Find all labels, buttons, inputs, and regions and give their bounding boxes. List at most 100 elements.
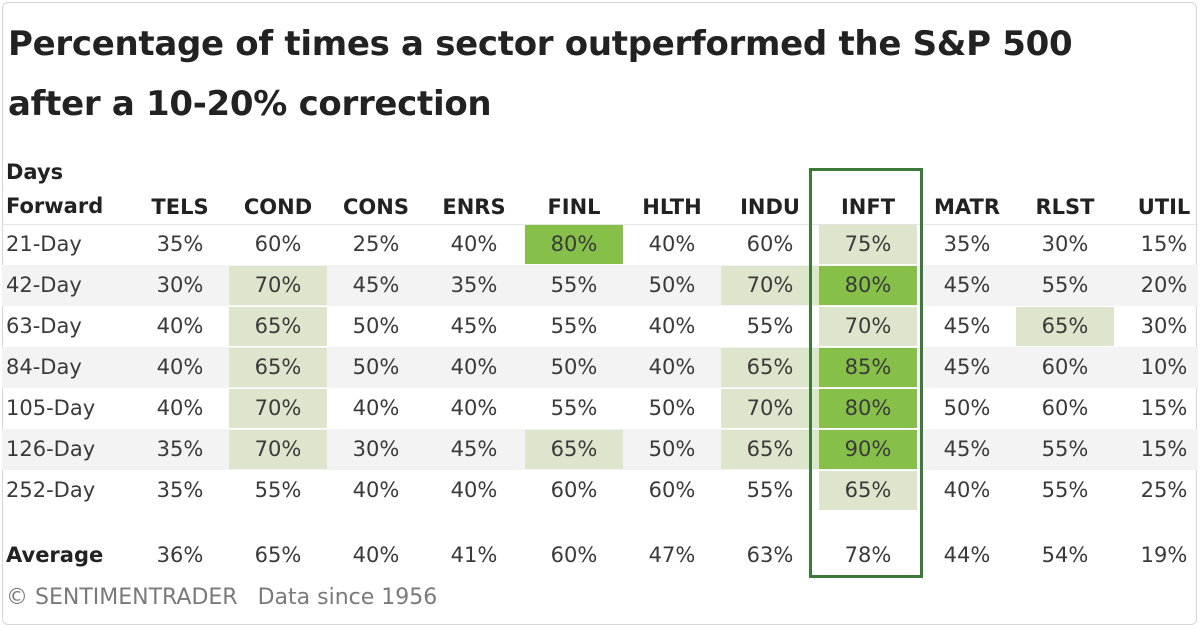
average-cell-cond: 65%: [254, 543, 302, 567]
table-cell-tels: 35%: [156, 478, 204, 502]
table-cell-enrs: 35%: [450, 273, 498, 297]
table-cell-cons: 40%: [352, 478, 400, 502]
table-cell-cond: 65%: [254, 355, 302, 379]
average-cell-inft: 78%: [844, 543, 892, 567]
table-cell-cons: 25%: [352, 232, 400, 256]
column-header-cons: CONS: [343, 195, 409, 219]
cell-highlight: [819, 348, 917, 387]
header-divider: [2, 224, 1198, 225]
table-cell-cond: 65%: [254, 314, 302, 338]
table-cell-tels: 35%: [156, 437, 204, 461]
table-cell-hlth: 50%: [648, 273, 696, 297]
cell-highlight: [721, 348, 819, 387]
table-cell-inft: 80%: [844, 273, 892, 297]
cell-highlight: [229, 430, 327, 469]
table-cell-enrs: 45%: [450, 314, 498, 338]
column-header-tels: TELS: [151, 195, 209, 219]
average-cell-enrs: 41%: [450, 543, 498, 567]
table-cell-finl: 80%: [550, 232, 598, 256]
table-cell-indu: 55%: [746, 314, 794, 338]
table-cell-rlst: 60%: [1041, 355, 1089, 379]
table-cell-indu: 60%: [746, 232, 794, 256]
table-cell-finl: 55%: [550, 273, 598, 297]
header-days-forward: Days Forward: [6, 155, 103, 223]
table-cell-inft: 90%: [844, 437, 892, 461]
table-cell-enrs: 40%: [450, 232, 498, 256]
footer: © SENTIMENTRADER Data since 1956: [6, 580, 457, 616]
table-cell-indu: 65%: [746, 355, 794, 379]
table-cell-cons: 45%: [352, 273, 400, 297]
average-cell-util: 19%: [1140, 543, 1188, 567]
title-line-1: Percentage of times a sector outperforme…: [8, 24, 1073, 64]
cell-highlight: [525, 225, 623, 264]
table-cell-inft: 70%: [844, 314, 892, 338]
table-cell-cond: 70%: [254, 273, 302, 297]
table-cell-matr: 40%: [943, 478, 991, 502]
column-header-inft: INFT: [840, 195, 896, 219]
table-cell-cond: 70%: [254, 437, 302, 461]
table-cell-cond: 55%: [254, 478, 302, 502]
average-cell-rlst: 54%: [1041, 543, 1089, 567]
title-line-2: after a 10-20% correction: [8, 84, 492, 124]
table-cell-util: 15%: [1140, 232, 1188, 256]
table-cell-matr: 50%: [943, 396, 991, 420]
table-cell-matr: 45%: [943, 273, 991, 297]
table-cell-hlth: 40%: [648, 314, 696, 338]
column-header-matr: MATR: [933, 195, 1001, 219]
table-cell-util: 10%: [1140, 355, 1188, 379]
cell-highlight: [721, 266, 819, 305]
average-cell-cons: 40%: [352, 543, 400, 567]
table-cell-indu: 70%: [746, 396, 794, 420]
table-cell-finl: 60%: [550, 478, 598, 502]
header-label-line-2: Forward: [6, 194, 104, 218]
table-cell-enrs: 40%: [450, 396, 498, 420]
table-cell-cond: 60%: [254, 232, 302, 256]
average-row-label: Average: [6, 543, 104, 567]
cell-highlight: [229, 307, 327, 346]
table-cell-hlth: 40%: [648, 355, 696, 379]
column-header-indu: INDU: [740, 195, 800, 219]
cell-highlight: [721, 389, 819, 428]
table-cell-tels: 40%: [156, 314, 204, 338]
cell-highlight: [819, 389, 917, 428]
table-cell-hlth: 60%: [648, 478, 696, 502]
row-stripe: [2, 347, 1198, 388]
table-cell-inft: 85%: [844, 355, 892, 379]
table-cell-util: 20%: [1140, 273, 1188, 297]
cell-highlight: [819, 307, 917, 346]
table-cell-enrs: 45%: [450, 437, 498, 461]
average-cell-hlth: 47%: [648, 543, 696, 567]
chart-title: Percentage of times a sector outperforme…: [8, 14, 1073, 134]
cell-highlight: [819, 225, 917, 264]
table-cell-indu: 55%: [746, 478, 794, 502]
table-cell-rlst: 55%: [1041, 478, 1089, 502]
footer-note: Data since 1956: [257, 585, 438, 610]
table-cell-util: 15%: [1140, 437, 1188, 461]
table-cell-cons: 40%: [352, 396, 400, 420]
cell-highlight: [819, 266, 917, 305]
table-cell-matr: 45%: [943, 314, 991, 338]
column-header-util: UTIL: [1137, 195, 1191, 219]
cell-highlight: [819, 430, 917, 469]
column-header-enrs: ENRS: [442, 195, 506, 219]
table-cell-rlst: 30%: [1041, 232, 1089, 256]
row-label-84-day: 84-Day: [6, 355, 82, 379]
average-cell-indu: 63%: [746, 543, 794, 567]
cell-highlight: [819, 471, 917, 510]
average-cell-matr: 44%: [943, 543, 991, 567]
inft-highlight-box: [809, 168, 923, 578]
table-cell-finl: 55%: [550, 314, 598, 338]
table-cell-indu: 65%: [746, 437, 794, 461]
footer-brand: © SENTIMENTRADER: [6, 585, 238, 610]
table-cell-rlst: 60%: [1041, 396, 1089, 420]
table-cell-rlst: 55%: [1041, 437, 1089, 461]
average-cell-finl: 60%: [550, 543, 598, 567]
table-cell-matr: 45%: [943, 355, 991, 379]
table-cell-hlth: 50%: [648, 396, 696, 420]
table-cell-tels: 40%: [156, 355, 204, 379]
average-cell-tels: 36%: [156, 543, 204, 567]
row-label-126-day: 126-Day: [6, 437, 96, 461]
row-stripe: [2, 265, 1198, 306]
table-cell-inft: 75%: [844, 232, 892, 256]
row-label-21-day: 21-Day: [6, 232, 82, 256]
